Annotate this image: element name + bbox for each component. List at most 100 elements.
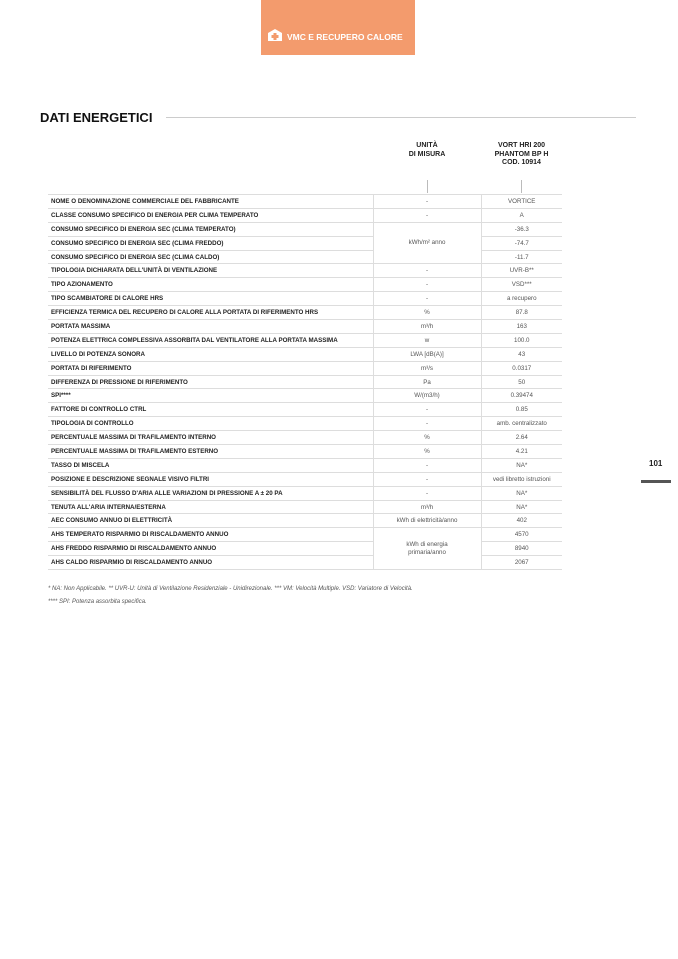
title-divider: [166, 117, 636, 118]
row-unit: -: [372, 416, 482, 432]
row-value: vedi libretto istruzioni: [481, 472, 562, 487]
row-unit: m³/h: [372, 500, 482, 515]
row-label: PORTATA DI RIFERIMENTO: [48, 361, 373, 376]
model-header-line: COD. 10914: [502, 159, 541, 166]
row-unit: -: [372, 277, 482, 293]
row-unit: -: [372, 208, 482, 223]
table-row: PORTATA DI RIFERIMENTO m³/s 0.0317: [48, 361, 562, 376]
model-header-line: VORT HRI 200: [497, 142, 546, 149]
row-value: a recupero: [481, 291, 562, 307]
table-row: PERCENTUALE MASSIMA DI TRAFILAMENTO INTE…: [48, 430, 562, 446]
banner-label: VMC E RECUPERO CALORE: [287, 32, 403, 42]
row-label: SENSIBILITÀ DEL FLUSSO D'ARIA ALLE VARIA…: [48, 486, 373, 501]
section-title: DATI ENERGETICI: [40, 110, 153, 125]
row-label: PORTATA MASSIMA: [48, 319, 373, 334]
unit-column-header: UNITÀ DI MISURA: [385, 142, 469, 159]
row-unit: kWh di energia primaria/anno: [372, 527, 482, 571]
row-label: TIPOLOGIA DI CONTROLLO: [48, 416, 373, 432]
table-row: CONSUMO SPECIFICO DI ENERGIA SEC (CLIMA …: [48, 236, 562, 251]
row-label: CLASSE CONSUMO SPECIFICO DI ENERGIA PER …: [48, 208, 373, 223]
row-unit: %: [372, 305, 482, 321]
row-unit: -: [372, 472, 482, 487]
column-tick: [427, 180, 428, 193]
row-label: PERCENTUALE MASSIMA DI TRAFILAMENTO ESTE…: [48, 444, 373, 459]
row-value: 50: [481, 375, 562, 390]
energy-data-table: NOME O DENOMINAZIONE COMMERCIALE DEL FAB…: [48, 194, 562, 571]
category-banner: VMC E RECUPERO CALORE: [261, 0, 415, 55]
table-row: AHS TEMPERATO RISPARMIO DI RISCALDAMENTO…: [48, 527, 562, 571]
row-label: AHS FREDDO RISPARMIO DI RISCALDAMENTO AN…: [48, 541, 373, 557]
row-label: POSIZIONE E DESCRIZIONE SEGNALE VISIVO F…: [48, 472, 373, 487]
table-row: PERCENTUALE MASSIMA DI TRAFILAMENTO ESTE…: [48, 444, 562, 459]
row-label: AHS CALDO RISPARMIO DI RISCALDAMENTO ANN…: [48, 555, 373, 571]
footnote: **** SPI: Potenza assorbita specifica.: [48, 599, 147, 605]
row-label: DIFFERENZA DI PRESSIONE DI RIFERIMENTO: [48, 375, 373, 390]
table-row: SPI**** W/(m3/h) 0.39474: [48, 388, 562, 404]
row-value: 2.64: [481, 430, 562, 446]
row-value: 8940: [481, 541, 562, 557]
table-row: NOME O DENOMINAZIONE COMMERCIALE DEL FAB…: [48, 194, 562, 209]
row-label: AEC CONSUMO ANNUO DI ELETTRICITÀ: [48, 513, 373, 529]
unit-header-line: UNITÀ: [416, 142, 438, 149]
table-row: TASSO DI MISCELA - NA*: [48, 458, 562, 473]
row-value: 0.85: [481, 402, 562, 418]
row-unit: m³/s: [372, 361, 482, 376]
table-row: POSIZIONE E DESCRIZIONE SEGNALE VISIVO F…: [48, 472, 562, 487]
row-value: 100.0: [481, 333, 562, 348]
row-unit: -: [372, 402, 482, 418]
row-label: NOME O DENOMINAZIONE COMMERCIALE DEL FAB…: [48, 194, 373, 209]
row-unit: %: [372, 444, 482, 459]
table-row: CLASSE CONSUMO SPECIFICO DI ENERGIA PER …: [48, 208, 562, 223]
row-value: 402: [481, 513, 562, 529]
row-value: NA*: [481, 500, 562, 515]
table-row: TIPOLOGIA DI CONTROLLO - amb. centralizzat…: [48, 416, 562, 432]
page-marker: [641, 480, 671, 483]
row-value: VSD***: [481, 277, 562, 293]
row-label: FATTORE DI CONTROLLO CTRL: [48, 402, 373, 418]
row-value: NA*: [481, 486, 562, 501]
page-number: 101: [649, 459, 663, 468]
row-label: CONSUMO SPECIFICO DI ENERGIA SEC (CLIMA …: [48, 236, 373, 251]
row-value: UVR-B**: [481, 263, 562, 279]
row-value: 87.8: [481, 305, 562, 321]
row-label: LIVELLO DI POTENZA SONORA: [48, 347, 373, 362]
table-row: SENSIBILITÀ DEL FLUSSO D'ARIA ALLE VARIA…: [48, 486, 562, 501]
row-unit: m³/h: [372, 319, 482, 334]
row-unit: kWh di elettricità/anno: [372, 513, 482, 529]
table-row: PORTATA MASSIMA m³/h 163: [48, 319, 562, 334]
table-row: EFFICIENZA TERMICA DEL RECUPERO DI CALOR…: [48, 305, 562, 321]
footnote: * NA: Non Applicabile. ** UVR-U: Unità d…: [48, 586, 413, 592]
row-unit: -: [372, 194, 482, 209]
table-row: TIPOLOGIA DICHIARATA DELL'UNITÀ DI VENTI…: [48, 263, 562, 279]
row-label: TIPO AZIONAMENTO: [48, 277, 373, 293]
row-value: 0.0317: [481, 361, 562, 376]
row-label: EFFICIENZA TERMICA DEL RECUPERO DI CALOR…: [48, 305, 373, 321]
row-value: 0.39474: [481, 388, 562, 404]
row-label: SPI****: [48, 388, 373, 404]
table-row: DIFFERENZA DI PRESSIONE DI RIFERIMENTO Pa…: [48, 375, 562, 390]
model-header-line: PHANTOM BP H: [494, 150, 549, 158]
table-row: TIPO AZIONAMENTO - VSD***: [48, 277, 562, 293]
column-tick: [521, 180, 522, 193]
row-unit: %: [372, 430, 482, 446]
row-unit: kWh/m² anno: [372, 222, 482, 265]
row-label: CONSUMO SPECIFICO DI ENERGIA SEC (CLIMA …: [48, 222, 373, 237]
row-label: PERCENTUALE MASSIMA DI TRAFILAMENTO INTE…: [48, 430, 373, 446]
row-value: 163: [481, 319, 562, 334]
row-unit: -: [372, 486, 482, 501]
row-label: TENUTA ALL'ARIA INTERNA/ESTERNA: [48, 500, 373, 515]
row-value: VORTICE: [481, 194, 562, 209]
row-unit: W/(m3/h): [372, 388, 482, 404]
row-unit: LWA [dB(A)]: [372, 347, 482, 362]
table-row: CONSUMO SPECIFICO DI ENERGIA SEC (CLIMA …: [48, 250, 562, 265]
row-label: AHS TEMPERATO RISPARMIO DI RISCALDAMENTO…: [48, 527, 373, 543]
row-value: NA*: [481, 458, 562, 473]
row-value: A: [481, 208, 562, 223]
row-value: 4570: [481, 527, 562, 543]
row-value: 2067: [481, 555, 562, 571]
house-plus-icon: [267, 28, 283, 42]
row-unit: -: [372, 458, 482, 473]
table-row: CONSUMO SPECIFICO DI ENERGIA SEC (CLIMA …: [48, 222, 562, 265]
table-row: TENUTA ALL'ARIA INTERNA/ESTERNA m³/h NA*: [48, 500, 562, 515]
row-value: 43: [481, 347, 562, 362]
